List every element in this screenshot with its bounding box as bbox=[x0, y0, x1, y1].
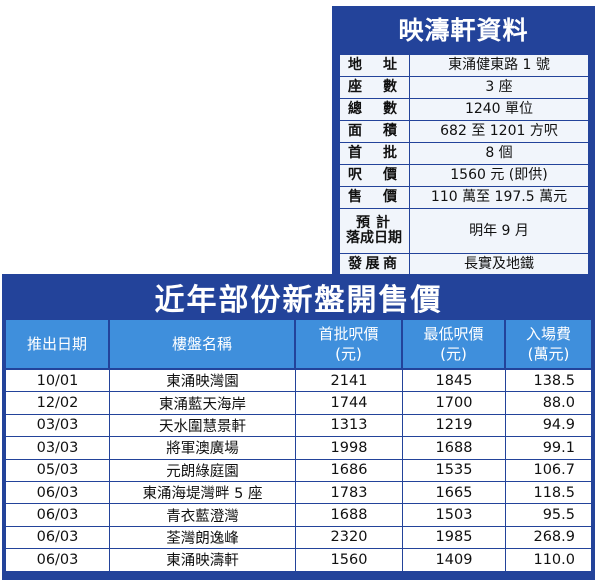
sales-table: 推出日期 樓盤名稱 首批呎價 (元) 最低呎價 (元) 入場費 (萬元) 10/01 東… bbox=[6, 320, 591, 572]
info-value: 3 座 bbox=[409, 76, 589, 99]
cell-min-price: 1503 bbox=[403, 504, 506, 527]
cell-estate-name: 荃灣朗逸峰 bbox=[110, 526, 296, 550]
cell-entry-cost: 268.9 bbox=[506, 526, 591, 550]
cell-entry-cost: 99.1 bbox=[506, 437, 591, 460]
table-row: 12/02 東涌藍天海岸 1744 1700 88.0 bbox=[6, 392, 591, 415]
cell-estate-name: 東涌藍天海岸 bbox=[110, 392, 296, 415]
info-value: 東涌健東路 1 號 bbox=[409, 54, 589, 77]
cell-first-price: 1560 bbox=[296, 549, 403, 572]
info-row-address: 地址 東涌健東路 1 號 bbox=[339, 54, 589, 77]
cell-min-price: 1219 bbox=[403, 414, 506, 438]
info-key: 面積 bbox=[339, 120, 410, 143]
info-panel: 映濤軒資料 地址 東涌健東路 1 號 座數 3 座 總數 1240 單位 面積 … bbox=[332, 6, 595, 276]
header-min-price: 最低呎價 (元) bbox=[403, 320, 506, 370]
cell-estate-name: 東涌映灣園 bbox=[110, 370, 296, 393]
cell-min-price: 1700 bbox=[403, 392, 506, 415]
info-value: 1560 元 (即供) bbox=[409, 164, 589, 187]
info-value: 1240 單位 bbox=[409, 98, 589, 121]
table-row: 06/03 荃灣朗逸峰 2320 1985 268.9 bbox=[6, 526, 591, 550]
cell-first-price: 1686 bbox=[296, 459, 403, 482]
table-row: 06/03 東涌映濤軒 1560 1409 110.0 bbox=[6, 549, 591, 572]
cell-entry-cost: 106.7 bbox=[506, 459, 591, 482]
sales-header-row: 推出日期 樓盤名稱 首批呎價 (元) 最低呎價 (元) 入場費 (萬元) bbox=[6, 320, 591, 370]
table-row: 06/03 青衣藍澄灣 1688 1503 95.5 bbox=[6, 504, 591, 527]
info-row-developer: 發展商 長實及地鐵 bbox=[339, 253, 589, 276]
cell-launch-date: 05/03 bbox=[6, 459, 110, 482]
table-row: 03/03 將軍澳廣場 1998 1688 99.1 bbox=[6, 437, 591, 460]
info-key-line1: 預計 bbox=[356, 215, 396, 232]
cell-first-price: 1783 bbox=[296, 481, 403, 505]
sales-body: 10/01 東涌映灣園 2141 1845 138.5 12/02 東涌藍天海岸 1744 17… bbox=[6, 370, 591, 572]
info-key: 售價 bbox=[339, 186, 410, 209]
info-key: 發展商 bbox=[339, 253, 410, 276]
header-estate-name: 樓盤名稱 bbox=[110, 320, 296, 370]
table-row: 05/03 元朗綠庭園 1686 1535 106.7 bbox=[6, 459, 591, 482]
info-row-sale-price: 售價 110 萬至 197.5 萬元 bbox=[339, 186, 589, 209]
info-key-line2: 落成日期 bbox=[346, 230, 402, 246]
cell-launch-date: 10/01 bbox=[6, 370, 110, 393]
sales-panel: 近年部份新盤開售價 推出日期 樓盤名稱 首批呎價 (元) 最低呎價 (元) 入場費(… bbox=[2, 274, 595, 580]
info-key: 總數 bbox=[339, 98, 410, 121]
info-key: 預計 落成日期 bbox=[339, 208, 410, 254]
cell-first-price: 1313 bbox=[296, 414, 403, 438]
cell-estate-name: 東涌映濤軒 bbox=[110, 549, 296, 572]
info-key: 首批 bbox=[339, 142, 410, 165]
cell-min-price: 1665 bbox=[403, 481, 506, 505]
sales-title: 近年部份新盤開售價 bbox=[154, 283, 443, 318]
header-first-price: 首批呎價 (元) bbox=[296, 320, 403, 370]
header-entry-cost: 入場費 (萬元) bbox=[506, 320, 591, 370]
header-launch-date: 推出日期 bbox=[6, 320, 110, 370]
cell-min-price: 1688 bbox=[403, 437, 506, 460]
cell-entry-cost: 138.5 bbox=[506, 370, 591, 393]
info-value: 8 個 bbox=[409, 142, 589, 165]
cell-estate-name: 東涌海堤灣畔 5 座 bbox=[110, 481, 296, 505]
cell-estate-name: 天水圍慧景軒 bbox=[110, 414, 296, 438]
cell-first-price: 2141 bbox=[296, 370, 403, 393]
info-key: 座數 bbox=[339, 76, 410, 99]
table-row: 03/03 天水圍慧景軒 1313 1219 94.9 bbox=[6, 414, 591, 438]
info-value: 長實及地鐵 bbox=[409, 253, 589, 276]
cell-min-price: 1535 bbox=[403, 459, 506, 482]
info-key: 地址 bbox=[339, 54, 410, 77]
info-row-units: 總數 1240 單位 bbox=[339, 98, 589, 121]
cell-first-price: 1744 bbox=[296, 392, 403, 415]
cell-launch-date: 06/03 bbox=[6, 526, 110, 550]
cell-estate-name: 元朗綠庭園 bbox=[110, 459, 296, 482]
cell-entry-cost: 95.5 bbox=[506, 504, 591, 527]
cell-entry-cost: 110.0 bbox=[506, 549, 591, 572]
cell-launch-date: 06/03 bbox=[6, 504, 110, 527]
cell-entry-cost: 94.9 bbox=[506, 414, 591, 438]
info-value: 明年 9 月 bbox=[409, 208, 589, 254]
info-row-price-per-sqft: 呎價 1560 元 (即供) bbox=[339, 164, 589, 187]
info-title: 映濤軒資料 bbox=[398, 16, 529, 45]
info-row-completion: 預計 落成日期 明年 9 月 bbox=[339, 208, 589, 254]
info-value: 110 萬至 197.5 萬元 bbox=[409, 186, 589, 209]
table-row: 06/03 東涌海堤灣畔 5 座 1783 1665 118.5 bbox=[6, 481, 591, 505]
info-row-blocks: 座數 3 座 bbox=[339, 76, 589, 99]
cell-min-price: 1985 bbox=[403, 526, 506, 550]
cell-launch-date: 06/03 bbox=[6, 481, 110, 505]
cell-launch-date: 03/03 bbox=[6, 414, 110, 438]
cell-min-price: 1845 bbox=[403, 370, 506, 393]
info-key: 呎價 bbox=[339, 164, 410, 187]
cell-entry-cost: 88.0 bbox=[506, 392, 591, 415]
cell-entry-cost: 118.5 bbox=[506, 481, 591, 505]
cell-launch-date: 03/03 bbox=[6, 437, 110, 460]
cell-first-price: 1688 bbox=[296, 504, 403, 527]
cell-launch-date: 06/03 bbox=[6, 549, 110, 572]
cell-estate-name: 將軍澳廣場 bbox=[110, 437, 296, 460]
info-table: 地址 東涌健東路 1 號 座數 3 座 總數 1240 單位 面積 682 至 … bbox=[339, 54, 589, 276]
cell-first-price: 2320 bbox=[296, 526, 403, 550]
info-row-first-batch: 首批 8 個 bbox=[339, 142, 589, 165]
cell-launch-date: 12/02 bbox=[6, 392, 110, 415]
info-value: 682 至 1201 方呎 bbox=[409, 120, 589, 143]
cell-estate-name: 青衣藍澄灣 bbox=[110, 504, 296, 527]
cell-min-price: 1409 bbox=[403, 549, 506, 572]
table-row: 10/01 東涌映灣園 2141 1845 138.5 bbox=[6, 370, 591, 393]
cell-first-price: 1998 bbox=[296, 437, 403, 460]
info-row-area: 面積 682 至 1201 方呎 bbox=[339, 120, 589, 143]
